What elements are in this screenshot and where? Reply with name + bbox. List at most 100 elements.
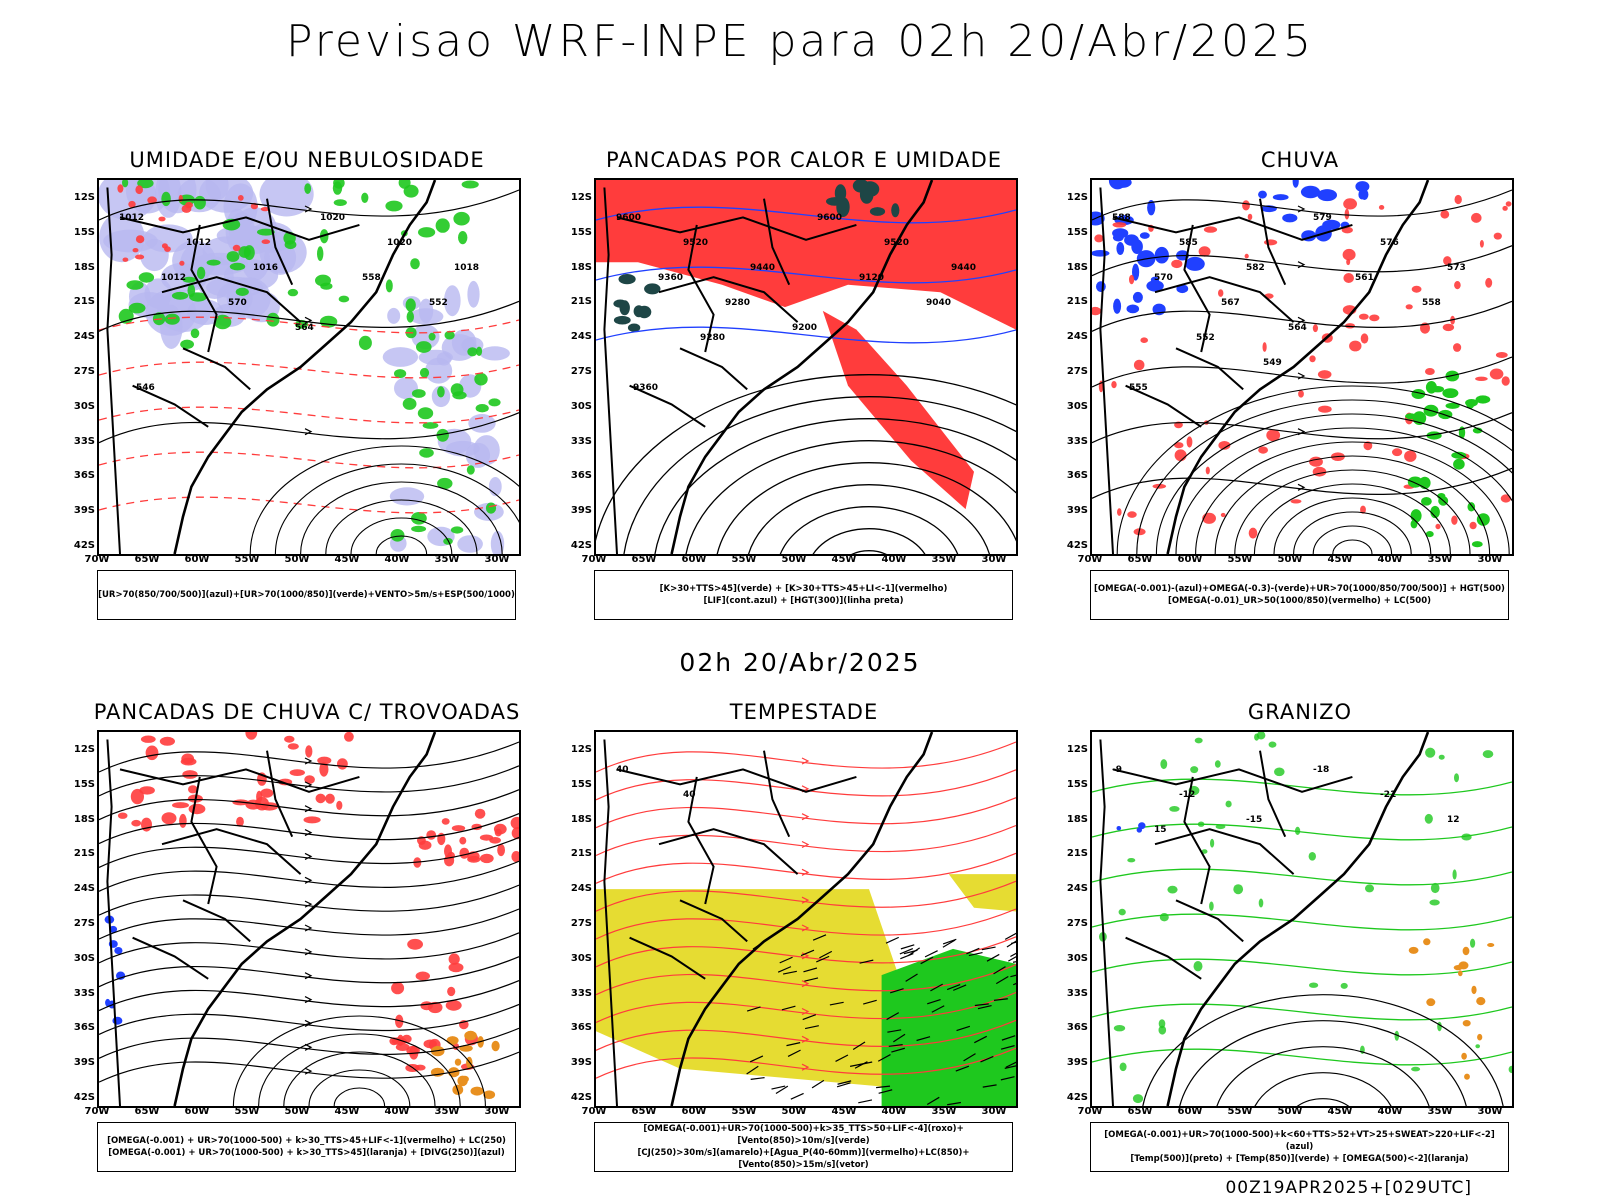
field-blob <box>1186 436 1193 448</box>
wind-vector <box>811 1079 825 1089</box>
lat-tick-label: 33S <box>570 435 592 447</box>
streamline-arrow <box>1297 372 1306 380</box>
contour-label: 576 <box>1380 238 1399 248</box>
field-blob <box>1479 240 1484 248</box>
field-blob <box>446 1036 459 1045</box>
streamline <box>99 836 519 868</box>
field-blob <box>1360 505 1366 514</box>
field-blob <box>1411 285 1422 293</box>
lat-tick-label: 39S <box>1066 1057 1088 1069</box>
field-blob <box>1411 1066 1421 1072</box>
field-blob <box>479 834 494 841</box>
lat-tick-label: 30S <box>570 400 592 412</box>
wind-vector <box>995 975 1009 985</box>
field-blob <box>1437 1021 1442 1032</box>
contour-line <box>232 1015 486 1106</box>
country-border <box>763 198 791 286</box>
field-blob <box>1309 982 1319 988</box>
lon-tick-label: 35W <box>1427 554 1453 565</box>
lon-tick-label: 45W <box>831 554 857 565</box>
field-blob <box>1312 466 1327 477</box>
country-border <box>132 936 209 980</box>
lon-tick-label: 65W <box>1127 554 1153 565</box>
field-blob <box>437 477 453 490</box>
field-blob <box>1475 395 1491 404</box>
field-blob <box>1358 313 1369 320</box>
field-blob <box>112 1016 123 1025</box>
country-border <box>1175 347 1244 391</box>
streamline-arrow <box>801 757 810 765</box>
legend-granizo: [OMEGA(-0.001)+UR>70(1000-500)+k<60+TTS>… <box>1090 1122 1509 1172</box>
lat-tick-label: 39S <box>73 505 95 517</box>
field-blob <box>445 1000 462 1011</box>
field-blob <box>257 228 275 236</box>
field-blob <box>1225 800 1232 808</box>
wind-vector <box>905 973 918 982</box>
contour-label: 9600 <box>817 213 842 223</box>
contour-label: 9520 <box>683 238 708 248</box>
lon-tick-label: 45W <box>1327 554 1353 565</box>
contour-line <box>333 1087 386 1106</box>
field-blob <box>458 231 468 245</box>
field-blob <box>188 803 206 815</box>
wind-vector <box>899 948 914 955</box>
field-blob <box>1317 189 1337 202</box>
field-blob <box>467 855 481 863</box>
lat-tick-label: 24S <box>570 883 592 895</box>
field-blob <box>1174 449 1187 462</box>
field-blob <box>182 276 197 283</box>
wind-vector <box>930 983 943 992</box>
field-blob <box>644 283 661 295</box>
panel-title-pancadas-calor: PANCADAS POR CALOR E UMIDADE <box>605 148 1003 172</box>
lat-tick-label: 42S <box>73 1092 95 1103</box>
map-tempestade: 40 40 <box>594 730 1018 1108</box>
field-blob <box>416 341 432 353</box>
field-blob <box>1471 541 1483 548</box>
field-blob <box>1341 226 1353 234</box>
contour-label: -18 <box>1313 765 1329 775</box>
lat-tick-label: 36S <box>570 1022 592 1034</box>
field-blob <box>1116 826 1122 831</box>
contour-line <box>654 418 1016 554</box>
field-blob <box>485 502 497 514</box>
lon-tick-label: 60W <box>184 1106 210 1117</box>
contour-line <box>851 550 887 554</box>
legend-line: [OMEGA(-0.001)+UR>70(1000-500)+k<60+TTS>… <box>1104 1130 1495 1152</box>
lon-tick-label: 30W <box>981 554 1007 565</box>
wind-vector <box>1010 974 1016 978</box>
lat-tick-label: 27S <box>570 366 592 377</box>
field-blob <box>319 762 329 777</box>
contour-line <box>99 361 519 379</box>
coastline <box>1166 180 1430 554</box>
wind-vector <box>903 949 918 955</box>
panel-title-chuva: CHUVA <box>1260 148 1340 172</box>
field-blob <box>1118 908 1126 916</box>
streamline-arrow <box>801 868 810 876</box>
field-blob <box>266 312 280 327</box>
field-blob <box>451 825 466 832</box>
lon-tick-label: 35W <box>434 1106 460 1117</box>
field-blob <box>284 735 295 743</box>
wind-vector <box>947 1101 962 1106</box>
field-blob <box>1154 246 1169 264</box>
coastline-west <box>603 187 618 554</box>
field-blob <box>1476 997 1486 1006</box>
wind-vector <box>849 1063 864 1067</box>
wind-vector <box>924 950 938 958</box>
field-blob <box>1470 938 1476 948</box>
field-blob <box>1139 232 1150 239</box>
lon-tick-label: 35W <box>434 554 460 565</box>
field-blob <box>425 357 453 384</box>
streamline-arrow <box>304 996 313 1004</box>
field-blob <box>259 180 314 217</box>
streamline <box>99 813 519 845</box>
field-blob <box>1425 747 1436 758</box>
contour-label: 558 <box>1422 298 1441 308</box>
streamline-arrow <box>801 1035 810 1043</box>
lon-tick-label: 60W <box>681 1106 707 1117</box>
lon-tick-label: 50W <box>1277 1106 1303 1117</box>
field-blob <box>869 207 886 216</box>
contour-label: 549 <box>1263 358 1282 368</box>
field-blob <box>1462 1020 1471 1027</box>
contour-label: 1020 <box>320 213 345 223</box>
